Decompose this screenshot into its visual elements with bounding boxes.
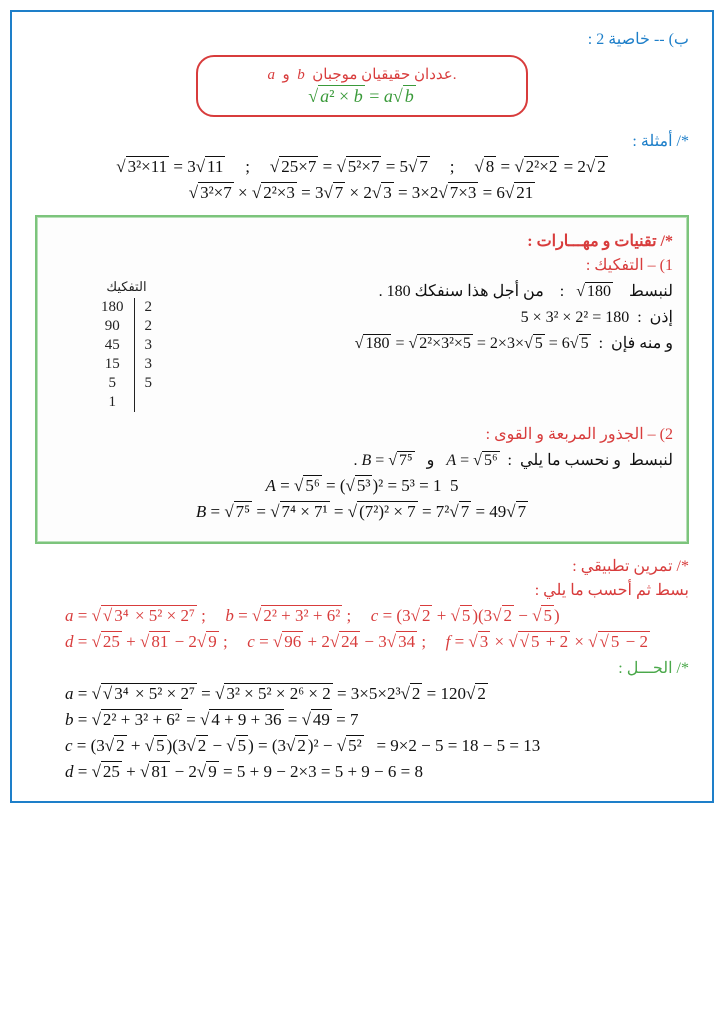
example-line-2: √3²×7 × √2²×3 = 3√7 × 2√3 = 3×2√7×3 = 6√… [35, 183, 689, 203]
box-text: a و b عددان حقيقيان موجبان. [212, 65, 512, 84]
exercise-row-1: a = √√3⁴ × 5² × 2⁷ ; b = √2² + 3² + 6² ;… [65, 606, 689, 626]
solution-b: b = √2² + 3² + 6² = √4 + 9 + 36 = √49 = … [65, 710, 689, 730]
simplify-heading: بسط ثم أحسب ما يلي : [35, 580, 689, 600]
property-box: a و b عددان حقيقيان موجبان. √a² × b = a√… [196, 55, 528, 117]
exercise-row-2: d = √25 + √81 − 2√9 ; c = √96 + 2√24 − 3… [65, 632, 689, 652]
solution-c: c = (3√2 + √5)(3√2 − √5) = (3√2)² − √5² … [65, 736, 689, 756]
page-content: ب) -- خاصية 2 : a و b عددان حقيقيان موجب… [20, 20, 704, 793]
techniques-heading: */ تقنيات و مهـــارات : [51, 231, 673, 251]
property-2-heading: ب) -- خاصية 2 : [35, 29, 689, 49]
solution-a: a = √√3⁴ × 5² × 2⁷ = √3² × 5² × 2⁶ × 2 =… [65, 684, 689, 704]
decomp-heading: 1) – التفكيك : [51, 255, 673, 275]
exercise-heading: */ تمرين تطبيقي : [35, 556, 689, 576]
powers-heading: 2) – الجذور المربعة و القوى : [51, 424, 673, 444]
examples-heading: */ أمثلة : [35, 131, 689, 151]
techniques-box: */ تقنيات و مهـــارات : 1) – التفكيك : ا… [35, 215, 689, 544]
powers-text: لنبسط و نحسب ما يلي : A = √5⁶ و B = √7⁵ … [51, 450, 673, 470]
example-line-1: √3²×11 = 3√11 ; √25×7 = √5²×7 = 5√7 ; √8… [35, 157, 689, 177]
factor-table-header: التفكيك [91, 279, 162, 298]
solution-d: d = √25 + √81 − 2√9 = 5 + 9 − 2×3 = 5 + … [65, 762, 689, 782]
factor-table: التفكيك 1802 902 453 153 55 1 [91, 279, 162, 412]
solution-heading: */ الحـــل : [35, 658, 689, 678]
powers-A: A = √5⁶ = (√5³)² = 5³ = 1 5 [51, 476, 673, 496]
powers-B: B = √7⁵ = √7⁴ × 7¹ = √(7²)² × 7 = 7²√7 =… [51, 502, 673, 522]
box-formula: √a² × b = a√b [212, 86, 512, 107]
